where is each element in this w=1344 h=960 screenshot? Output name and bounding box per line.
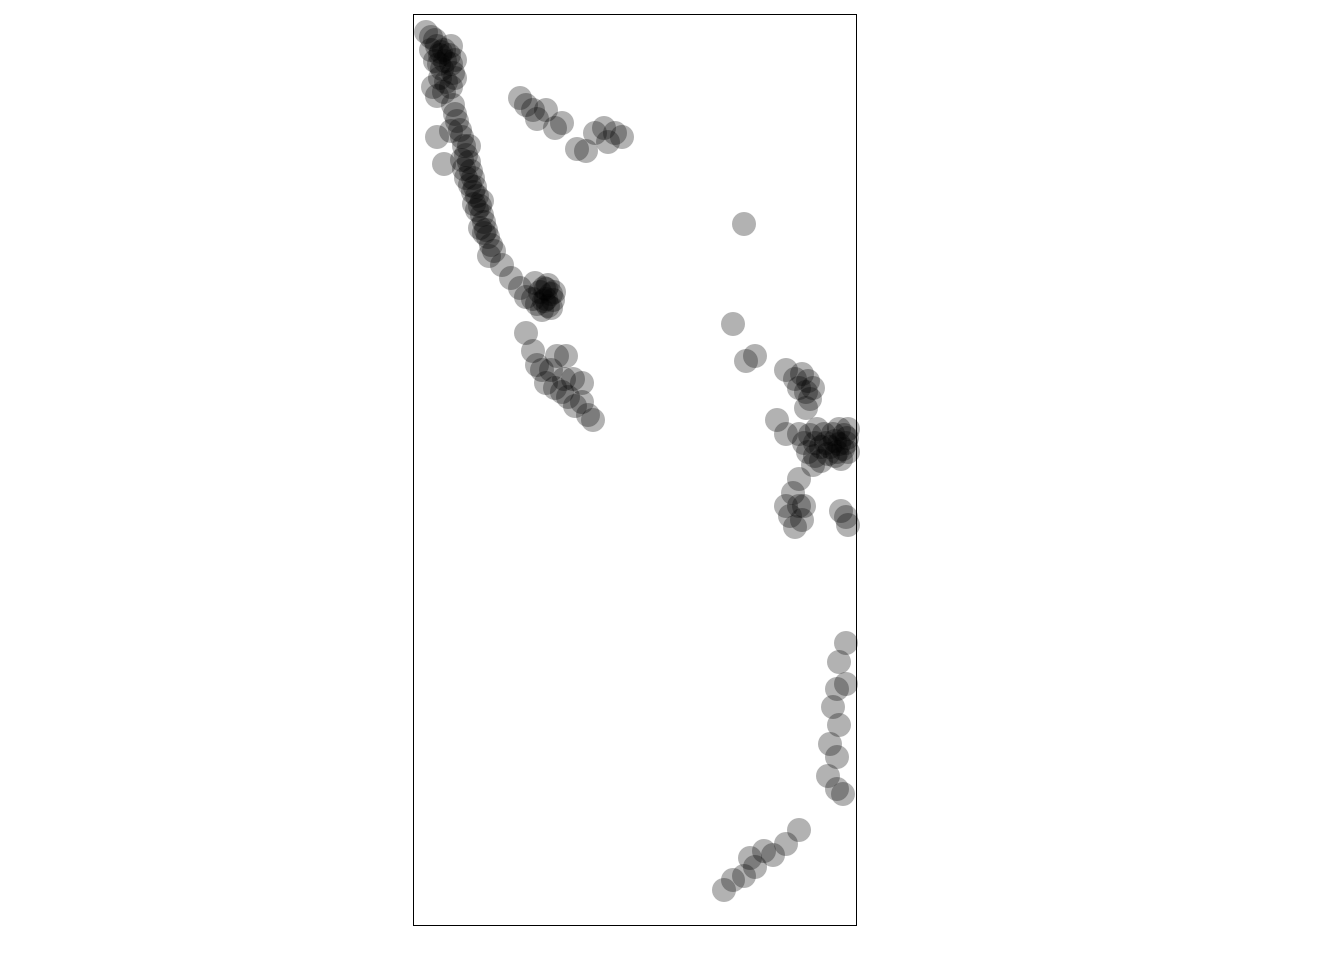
scatter-point: [610, 125, 634, 149]
scatter-plot: [413, 14, 857, 926]
scatter-point: [743, 344, 767, 368]
scatter-point: [427, 52, 451, 76]
scatter-point: [721, 312, 745, 336]
scatter-point: [831, 782, 855, 806]
scatter-point: [805, 417, 829, 441]
scatter-point: [836, 513, 860, 537]
scatter-point: [732, 212, 756, 236]
scatter-point: [521, 287, 545, 311]
scatter-point: [827, 650, 851, 674]
scatter-point: [563, 394, 587, 418]
scatter-point: [570, 371, 594, 395]
scatter-point: [774, 494, 798, 518]
scatter-point: [472, 221, 496, 245]
figure-canvas: [0, 0, 1344, 960]
scatter-point: [461, 180, 485, 204]
scatter-point: [712, 878, 736, 902]
scatter-point: [836, 417, 860, 441]
scatter-point: [738, 846, 762, 870]
scatter-point: [542, 280, 566, 304]
scatter-point: [421, 75, 445, 99]
scatter-point: [550, 111, 574, 135]
scatter-point: [425, 125, 449, 149]
scatter-point: [554, 344, 578, 368]
